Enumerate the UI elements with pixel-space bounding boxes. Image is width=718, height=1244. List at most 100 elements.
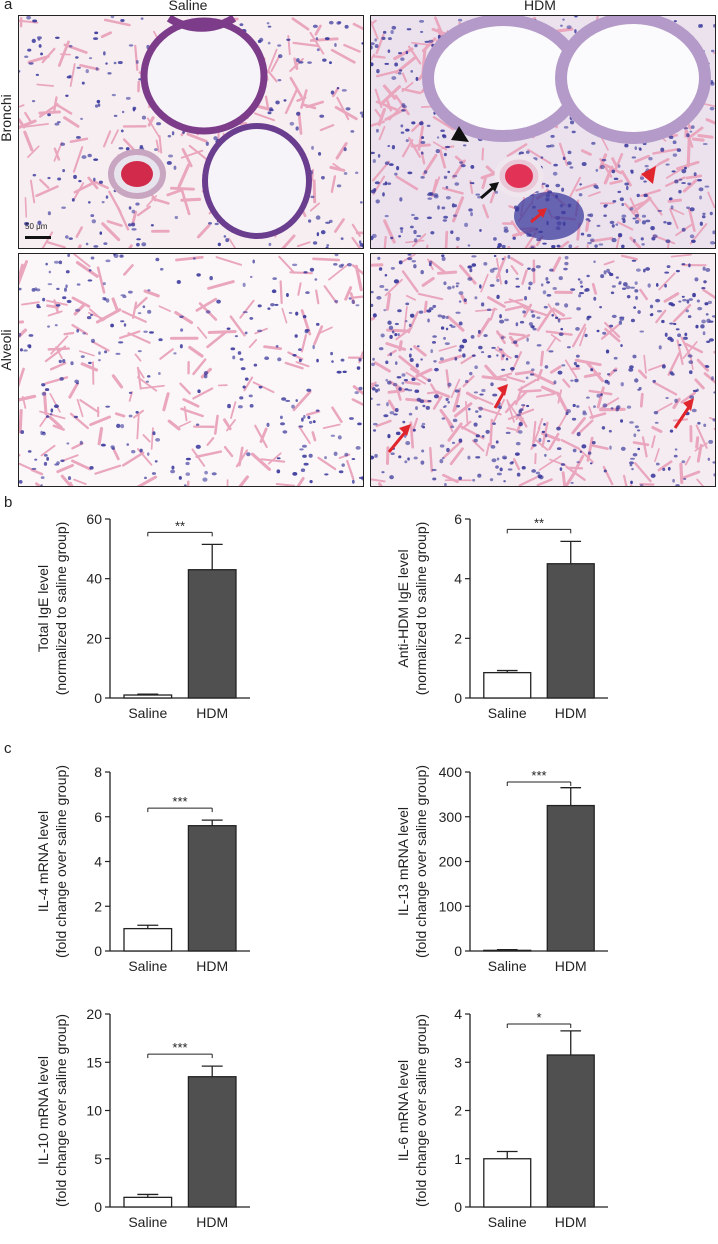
x-tick-label: HDM [196, 1214, 228, 1230]
bar-saline [124, 695, 172, 698]
bar-saline [124, 1197, 172, 1207]
x-tick-label: HDM [555, 705, 587, 721]
x-tick-label: Saline [128, 705, 167, 721]
y-tick-label: 20 [86, 630, 102, 646]
column-hdm: HDM [480, 0, 600, 13]
significance-label: *** [172, 794, 187, 809]
chart-total-ige: 0 20 40 60 Total IgE level(normalized to sal… [0, 505, 360, 730]
y-tick-label: 400 [439, 764, 463, 780]
significance-label: ** [175, 518, 185, 533]
bar-saline [124, 929, 172, 951]
micrograph-hdm-bronchi [370, 15, 716, 249]
total-ige-svg: 0 20 40 60 Total IgE level(normalized to sal… [0, 505, 360, 730]
x-tick-label: Saline [128, 1214, 167, 1230]
y-tick-label: 3 [454, 1054, 462, 1070]
y-tick-label: 20 [86, 1006, 102, 1022]
scale-bar-label: 50 μm [25, 222, 47, 231]
y-tick-label: 0 [94, 1199, 102, 1215]
y-axis-label: Total IgE level(normalized to saline gro… [35, 522, 69, 696]
significance-label: ** [534, 515, 544, 530]
anti-hdm-ige-svg: 0 2 4 6 Anti-HDM IgE level(normalized to sal… [360, 505, 718, 730]
y-tick-label: 300 [439, 809, 463, 825]
il13-svg: 0 100 200 300 400 IL-13 mRNA level(fold chang… [360, 758, 718, 983]
micrograph-hdm-bronchi-image [371, 16, 715, 248]
y-tick-label: 2 [454, 630, 462, 646]
y-tick-label: 2 [454, 1103, 462, 1119]
y-tick-label: 0 [454, 943, 462, 959]
y-axis-label-line: IL-6 mRNA level [395, 1060, 411, 1161]
y-tick-label: 1 [454, 1151, 462, 1167]
bar-hdm [547, 806, 594, 951]
bar-hdm [188, 1077, 236, 1207]
y-axis-label-line: IL-13 mRNA level [395, 807, 411, 916]
y-tick-label: 6 [454, 511, 462, 527]
y-tick-label: 60 [86, 511, 102, 527]
column-saline: Saline [128, 0, 248, 13]
micrograph-hdm-alveoli-image [371, 254, 715, 486]
y-axis-label-line: (fold change over saline group) [53, 1014, 69, 1207]
y-tick-label: 100 [439, 898, 463, 914]
panel-c-letter: c [4, 740, 12, 757]
y-axis-label-line: (fold change over saline group) [413, 765, 429, 958]
bar-hdm [547, 1055, 594, 1207]
micrograph-saline-bronchi-image [19, 16, 363, 248]
bar-saline [484, 950, 531, 951]
panel-a-letter: a [4, 0, 12, 13]
bar-hdm [188, 826, 236, 951]
y-axis-label: IL-13 mRNA level(fold change over saline… [395, 765, 429, 958]
y-axis-label-line: Anti-HDM IgE level [395, 549, 411, 667]
row-alveoli: Alveoli [0, 300, 14, 400]
y-axis-label-line: (normalized to saline group) [53, 522, 69, 696]
significance-label: *** [531, 768, 546, 783]
micrograph-hdm-alveoli [370, 253, 716, 487]
bar-hdm [188, 570, 236, 698]
x-tick-label: Saline [128, 958, 167, 974]
y-axis-label-line: (fold change over saline group) [53, 765, 69, 958]
y-tick-label: 200 [439, 854, 463, 870]
y-axis-label-line: IL-4 mRNA level [35, 811, 51, 912]
y-tick-label: 0 [94, 690, 102, 706]
chart-il6: 0 1 2 3 4 IL-6 mRNA level(fold change over sa… [360, 1000, 718, 1239]
y-tick-label: 2 [94, 898, 102, 914]
bar-hdm [547, 564, 594, 698]
chart-il10: 0 5 10 15 20 IL-10 mRNA level(fold change ove… [0, 1000, 360, 1239]
x-tick-label: HDM [196, 958, 228, 974]
x-tick-label: HDM [555, 1214, 587, 1230]
y-tick-label: 40 [86, 571, 102, 587]
micrograph-saline-alveoli [18, 253, 364, 487]
y-tick-label: 0 [94, 943, 102, 959]
il4-svg: 0 2 4 6 8 IL-4 mRNA level(fold change over sa… [0, 758, 360, 983]
y-tick-label: 8 [94, 764, 102, 780]
row-bronchi: Bronchi [0, 68, 14, 168]
y-axis-label: IL-4 mRNA level(fold change over saline … [35, 765, 69, 958]
chart-il4: 0 2 4 6 8 IL-4 mRNA level(fold change over sa… [0, 758, 360, 983]
il6-svg: 0 1 2 3 4 IL-6 mRNA level(fold change over sa… [360, 1000, 718, 1239]
y-axis-label-line: IL-10 mRNA level [35, 1056, 51, 1165]
y-tick-label: 15 [86, 1054, 102, 1070]
chart-il13: 0 100 200 300 400 IL-13 mRNA level(fold chang… [360, 758, 718, 983]
y-tick-label: 4 [454, 571, 462, 587]
bar-saline [484, 673, 531, 698]
y-tick-label: 5 [94, 1151, 102, 1167]
micrograph-saline-alveoli-image [19, 254, 363, 486]
significance-label: *** [172, 1040, 187, 1055]
y-axis-label-line: (normalized to saline group) [413, 522, 429, 696]
il10-svg: 0 5 10 15 20 IL-10 mRNA level(fold change ove… [0, 1000, 360, 1239]
y-tick-label: 4 [94, 854, 102, 870]
scale-bar [25, 236, 51, 239]
y-axis-label: Anti-HDM IgE level(normalized to saline … [395, 522, 429, 696]
y-axis-label: IL-6 mRNA level(fold change over saline … [395, 1014, 429, 1207]
x-tick-label: Saline [488, 1214, 527, 1230]
y-axis-label: IL-10 mRNA level(fold change over saline… [35, 1014, 69, 1207]
x-tick-label: Saline [488, 705, 527, 721]
y-axis-label-line: Total IgE level [35, 565, 51, 652]
y-tick-label: 0 [454, 690, 462, 706]
y-tick-label: 0 [454, 1199, 462, 1215]
x-tick-label: HDM [555, 958, 587, 974]
y-tick-label: 6 [94, 809, 102, 825]
bar-saline [484, 1159, 531, 1207]
y-axis-label-line: (fold change over saline group) [413, 1014, 429, 1207]
y-tick-label: 10 [86, 1103, 102, 1119]
micrograph-saline-bronchi: 50 μm [18, 15, 364, 249]
y-tick-label: 4 [454, 1006, 462, 1022]
